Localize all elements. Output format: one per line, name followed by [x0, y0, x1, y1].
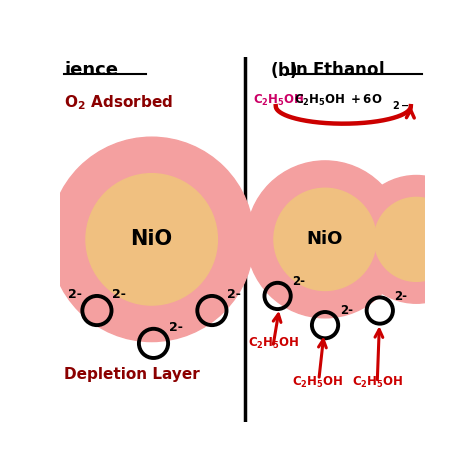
- Circle shape: [374, 197, 458, 282]
- Circle shape: [274, 188, 376, 291]
- Text: 2-: 2-: [292, 275, 305, 288]
- Text: $\mathbf{In\ Ethanol}$: $\mathbf{In\ Ethanol}$: [289, 61, 384, 79]
- Text: 2-: 2-: [340, 304, 353, 317]
- Circle shape: [352, 175, 474, 303]
- Text: $\mathbf{2-}$: $\mathbf{2-}$: [392, 99, 410, 111]
- Text: $\mathbf{C_2H_5OH\ +6O}$: $\mathbf{C_2H_5OH\ +6O}$: [294, 93, 383, 108]
- Text: $\mathbf{C_2H_5OH}$: $\mathbf{C_2H_5OH}$: [352, 375, 404, 390]
- Text: 2-: 2-: [68, 288, 82, 301]
- Text: $\mathbf{C_2H_5OH}$: $\mathbf{C_2H_5OH}$: [253, 93, 305, 108]
- Text: 2-: 2-: [169, 321, 182, 334]
- Text: $\mathbf{(b)}$: $\mathbf{(b)}$: [270, 60, 298, 80]
- Circle shape: [86, 173, 218, 305]
- Text: $\mathbf{O_2}$ Adsorbed: $\mathbf{O_2}$ Adsorbed: [64, 93, 173, 112]
- Circle shape: [49, 137, 254, 342]
- Text: 2-: 2-: [112, 288, 126, 301]
- Text: 2-: 2-: [394, 290, 407, 302]
- Text: Depletion Layer: Depletion Layer: [64, 367, 200, 382]
- Text: ience: ience: [64, 61, 118, 79]
- Text: $\mathbf{C_2H_5OH}$: $\mathbf{C_2H_5OH}$: [248, 336, 300, 351]
- Text: NiO: NiO: [307, 230, 343, 248]
- Text: 2-: 2-: [227, 288, 241, 301]
- Text: $\mathbf{C_2H_5OH}$: $\mathbf{C_2H_5OH}$: [292, 375, 344, 390]
- Circle shape: [246, 161, 403, 318]
- Text: NiO: NiO: [131, 229, 173, 249]
